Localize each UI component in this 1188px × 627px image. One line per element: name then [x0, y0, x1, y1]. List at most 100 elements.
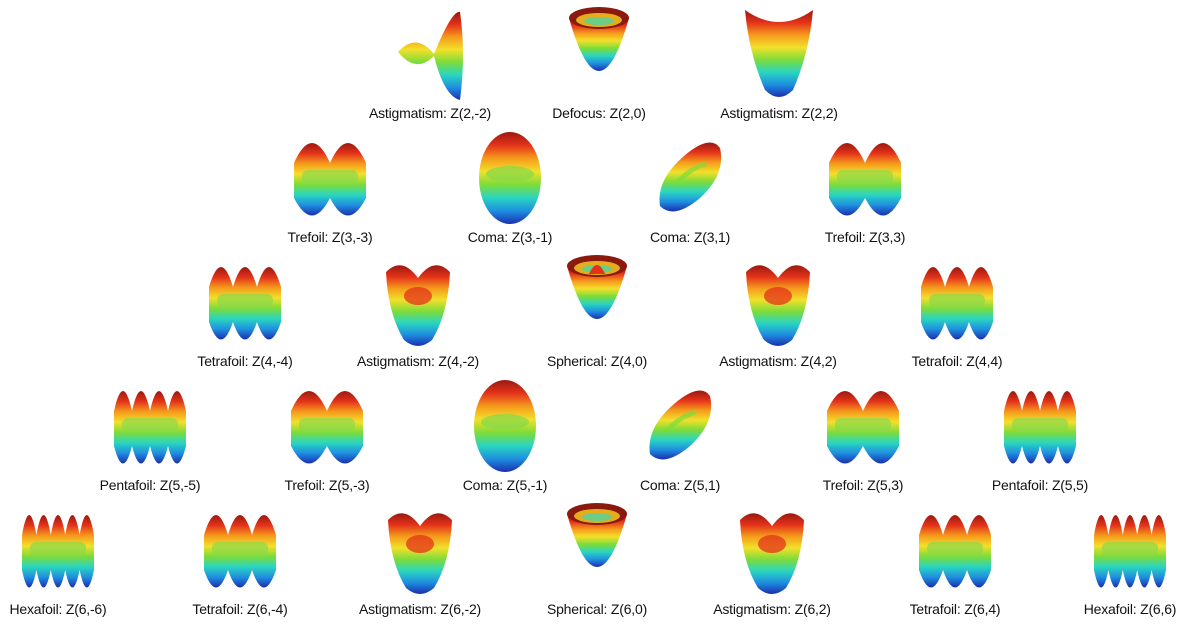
zernike-mode-label: Pentafoil: Z(5,-5) — [99, 477, 201, 493]
surface-band — [302, 170, 358, 184]
zernike-surface-image — [1004, 391, 1076, 464]
zernike-mode: Spherical: Z(6,0) — [522, 500, 672, 624]
bowl-inner-core — [584, 17, 614, 25]
zernike-surface-image — [474, 380, 536, 472]
zernike-mode: Pentafoil: Z(5,-5) — [75, 376, 225, 500]
zernike-surface-image — [827, 391, 899, 464]
zernike-surface-image — [649, 390, 712, 460]
zernike-mode-label: Spherical: Z(6,0) — [546, 601, 648, 617]
zernike-surface-image — [569, 7, 629, 71]
zernike-surface-image — [204, 515, 276, 588]
zernike-surface-image — [829, 143, 901, 216]
surface-band — [929, 294, 985, 308]
surface-band — [1012, 418, 1068, 432]
zernike-mode: Trefoil: Z(3,-3) — [255, 128, 405, 252]
surface-body — [745, 10, 813, 97]
surface-body — [567, 514, 627, 567]
zernike-mode-label: Coma: Z(5,-1) — [462, 477, 548, 493]
zernike-surface-image — [921, 267, 993, 340]
zernike-mode: Astigmatism: Z(4,2) — [703, 252, 853, 376]
zernike-mode-label: Astigmatism: Z(2,2) — [720, 105, 838, 121]
zernike-mode-label: Coma: Z(3,-1) — [467, 229, 553, 245]
zernike-mode-label: Astigmatism: Z(4,-2) — [356, 353, 479, 369]
zernike-surface-image — [386, 265, 450, 346]
surface-body — [398, 11, 463, 101]
surface-band — [927, 542, 983, 556]
surface-lobe — [764, 287, 792, 305]
zernike-mode: Coma: Z(5,-1) — [430, 376, 580, 500]
surface-lobe — [406, 535, 434, 553]
surface-body — [659, 142, 722, 212]
surface-body — [740, 513, 804, 594]
zernike-mode: Hexafoil: Z(6,6) — [1055, 500, 1188, 624]
zernike-surface-image — [919, 515, 991, 588]
zernike-mode: Tetrafoil: Z(6,4) — [880, 500, 1030, 624]
zernike-mode-label: Hexafoil: Z(6,6) — [1083, 601, 1177, 617]
zernike-mode: Trefoil: Z(5,3) — [788, 376, 938, 500]
surface-band — [30, 542, 86, 556]
surface-band — [299, 418, 355, 432]
surface-body — [649, 390, 712, 460]
zernike-mode-label: Defocus: Z(2,0) — [552, 105, 646, 121]
zernike-mode-label: Astigmatism: Z(6,2) — [713, 601, 831, 617]
zernike-mode: Astigmatism: Z(6,2) — [697, 500, 847, 624]
surface-band — [217, 294, 273, 308]
zernike-surface-image — [745, 10, 813, 97]
zernike-mode-label: Tetrafoil: Z(6,-4) — [192, 601, 288, 617]
zernike-surface-image — [388, 513, 452, 594]
zernike-mode: Tetrafoil: Z(6,-4) — [165, 500, 315, 624]
surface-band — [481, 414, 529, 430]
zernike-surface-image — [291, 391, 363, 464]
surface-band — [486, 166, 534, 182]
zernike-mode-label: Trefoil: Z(3,-3) — [287, 229, 373, 245]
zernike-surface-image — [659, 142, 722, 212]
zernike-mode: Astigmatism: Z(2,2) — [704, 4, 854, 128]
zernike-mode-label: Coma: Z(3,1) — [649, 229, 731, 245]
zernike-mode-label: Astigmatism: Z(6,-2) — [358, 601, 481, 617]
surface-lobe — [404, 287, 432, 305]
zernike-mode: Trefoil: Z(5,-3) — [252, 376, 402, 500]
central-peak — [589, 265, 605, 274]
zernike-surface-image — [746, 265, 810, 346]
zernike-mode-label: Spherical: Z(4,0) — [546, 353, 648, 369]
zernike-surface-image — [294, 143, 366, 216]
surface-body — [567, 266, 627, 319]
zernike-mode-label: Astigmatism: Z(2,-2) — [368, 105, 491, 121]
zernike-mode: Pentafoil: Z(5,5) — [965, 376, 1115, 500]
zernike-mode: Coma: Z(3,-1) — [435, 128, 585, 252]
zernike-mode: Coma: Z(3,1) — [615, 128, 765, 252]
zernike-mode: Coma: Z(5,1) — [605, 376, 755, 500]
surface-body — [386, 265, 450, 346]
zernike-mode-label: Tetrafoil: Z(6,4) — [909, 601, 1001, 617]
surface-band — [122, 418, 178, 432]
zernike-surface-image — [1094, 515, 1166, 588]
zernike-surface-image — [114, 391, 186, 464]
zernike-mode: Spherical: Z(4,0) — [522, 252, 672, 376]
zernike-mode-label: Trefoil: Z(5,-3) — [284, 477, 370, 493]
zernike-surface-image — [567, 503, 627, 567]
zernike-mode: Astigmatism: Z(4,-2) — [343, 252, 493, 376]
zernike-mode-label: Tetrafoil: Z(4,-4) — [197, 353, 293, 369]
zernike-mode-label: Astigmatism: Z(4,2) — [719, 353, 837, 369]
zernike-mode-label: Coma: Z(5,1) — [639, 477, 721, 493]
zernike-surface-image — [479, 132, 541, 224]
surface-body — [746, 265, 810, 346]
zernike-surface-image — [398, 11, 463, 101]
zernike-mode: Trefoil: Z(3,3) — [790, 128, 940, 252]
zernike-mode-label: Tetrafoil: Z(4,4) — [911, 353, 1003, 369]
zernike-surface-image — [22, 515, 94, 588]
surface-band — [664, 409, 697, 434]
zernike-mode: Tetrafoil: Z(4,4) — [882, 252, 1032, 376]
zernike-mode-label: Trefoil: Z(3,3) — [824, 229, 906, 245]
zernike-mode: Astigmatism: Z(6,-2) — [345, 500, 495, 624]
surface-body — [569, 18, 629, 71]
surface-band — [835, 418, 891, 432]
bowl-inner-core — [582, 513, 612, 521]
zernike-mode-label: Pentafoil: Z(5,5) — [991, 477, 1089, 493]
surface-band — [212, 542, 268, 556]
surface-lobe — [758, 535, 786, 553]
zernike-mode: Hexafoil: Z(6,-6) — [0, 500, 133, 624]
zernike-mode-label: Trefoil: Z(5,3) — [822, 477, 904, 493]
surface-band — [1102, 542, 1158, 556]
